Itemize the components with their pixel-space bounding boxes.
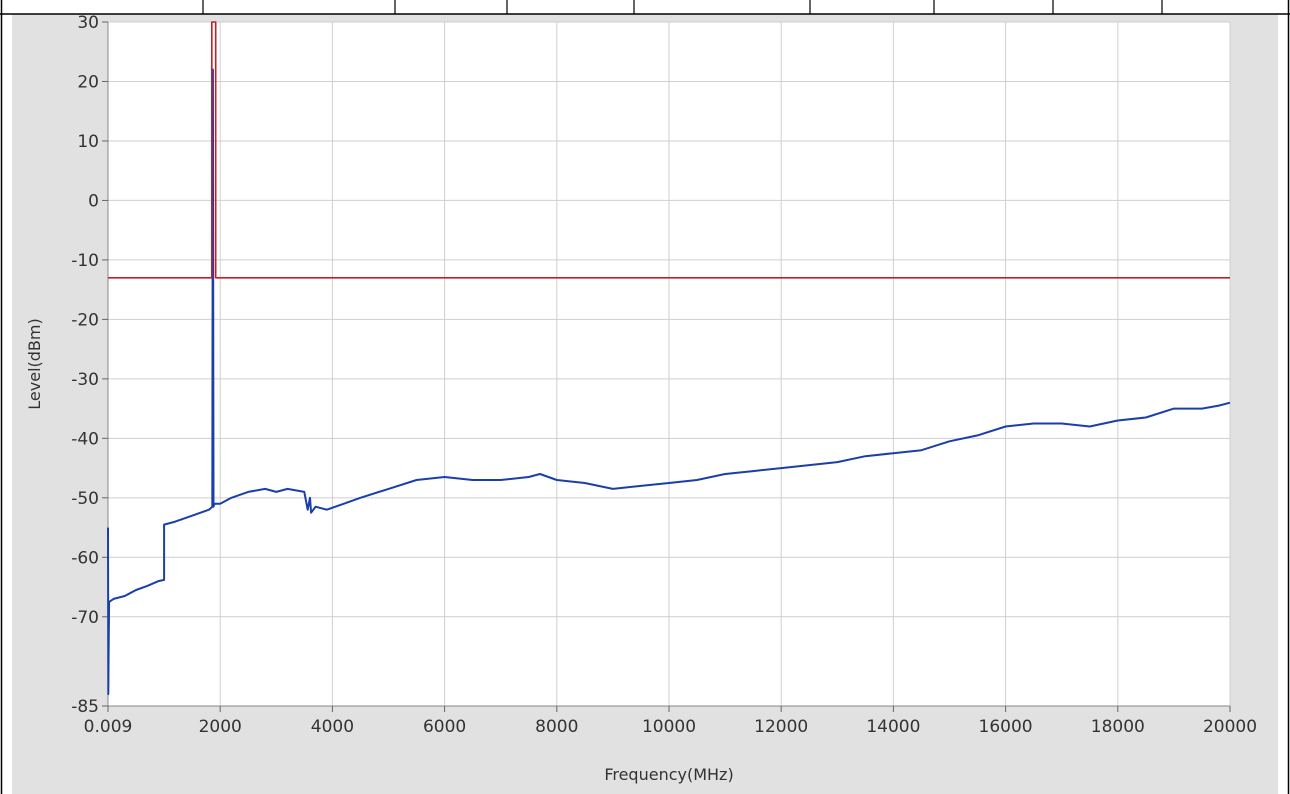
- x-axis-title: Frequency(MHz): [604, 765, 733, 784]
- x-tick-label: 18000: [1091, 717, 1145, 737]
- x-tick-label: 12000: [754, 717, 808, 737]
- y-tick-label: -60: [71, 548, 99, 568]
- y-tick-label: -30: [71, 370, 99, 390]
- x-tick-label: 0.009: [84, 717, 133, 737]
- y-tick-label: -40: [71, 429, 99, 449]
- series-layer: [107, 21, 1231, 696]
- y-tick-label: -70: [71, 608, 99, 628]
- x-tick-label: 2000: [199, 717, 242, 737]
- gridlines: [107, 21, 1231, 707]
- y-tick-label: 0: [88, 191, 99, 211]
- x-tick-label: 10000: [642, 717, 696, 737]
- header-cells: [202, 0, 1163, 14]
- x-tick-label: 4000: [311, 717, 354, 737]
- y-tick-label: -85: [71, 697, 99, 717]
- y-tick-label: 20: [77, 72, 99, 92]
- series-line-1: [107, 68, 1231, 696]
- y-tick-label: 30: [77, 13, 99, 33]
- y-tick-label: -20: [71, 310, 99, 330]
- x-tick-label: 8000: [535, 717, 578, 737]
- x-tick-label: 20000: [1203, 717, 1257, 737]
- y-axis-ticks: 30 20 10 0 -10 -20 -30 -40 -50 -60 -70 -85: [71, 13, 109, 717]
- y-tick-label: 10: [77, 132, 99, 152]
- y-tick-label: -10: [71, 251, 99, 271]
- y-tick-label: -50: [71, 489, 99, 509]
- x-tick-label: 6000: [423, 717, 466, 737]
- x-tick-label: 14000: [866, 717, 920, 737]
- x-axis-ticks: 0.009 2000 4000 6000 8000 10000 12000 14000 1600…: [84, 705, 1257, 737]
- series-line-2: [108, 21, 1230, 279]
- y-axis-title: Level(dBm): [25, 318, 44, 409]
- x-tick-label: 16000: [979, 717, 1033, 737]
